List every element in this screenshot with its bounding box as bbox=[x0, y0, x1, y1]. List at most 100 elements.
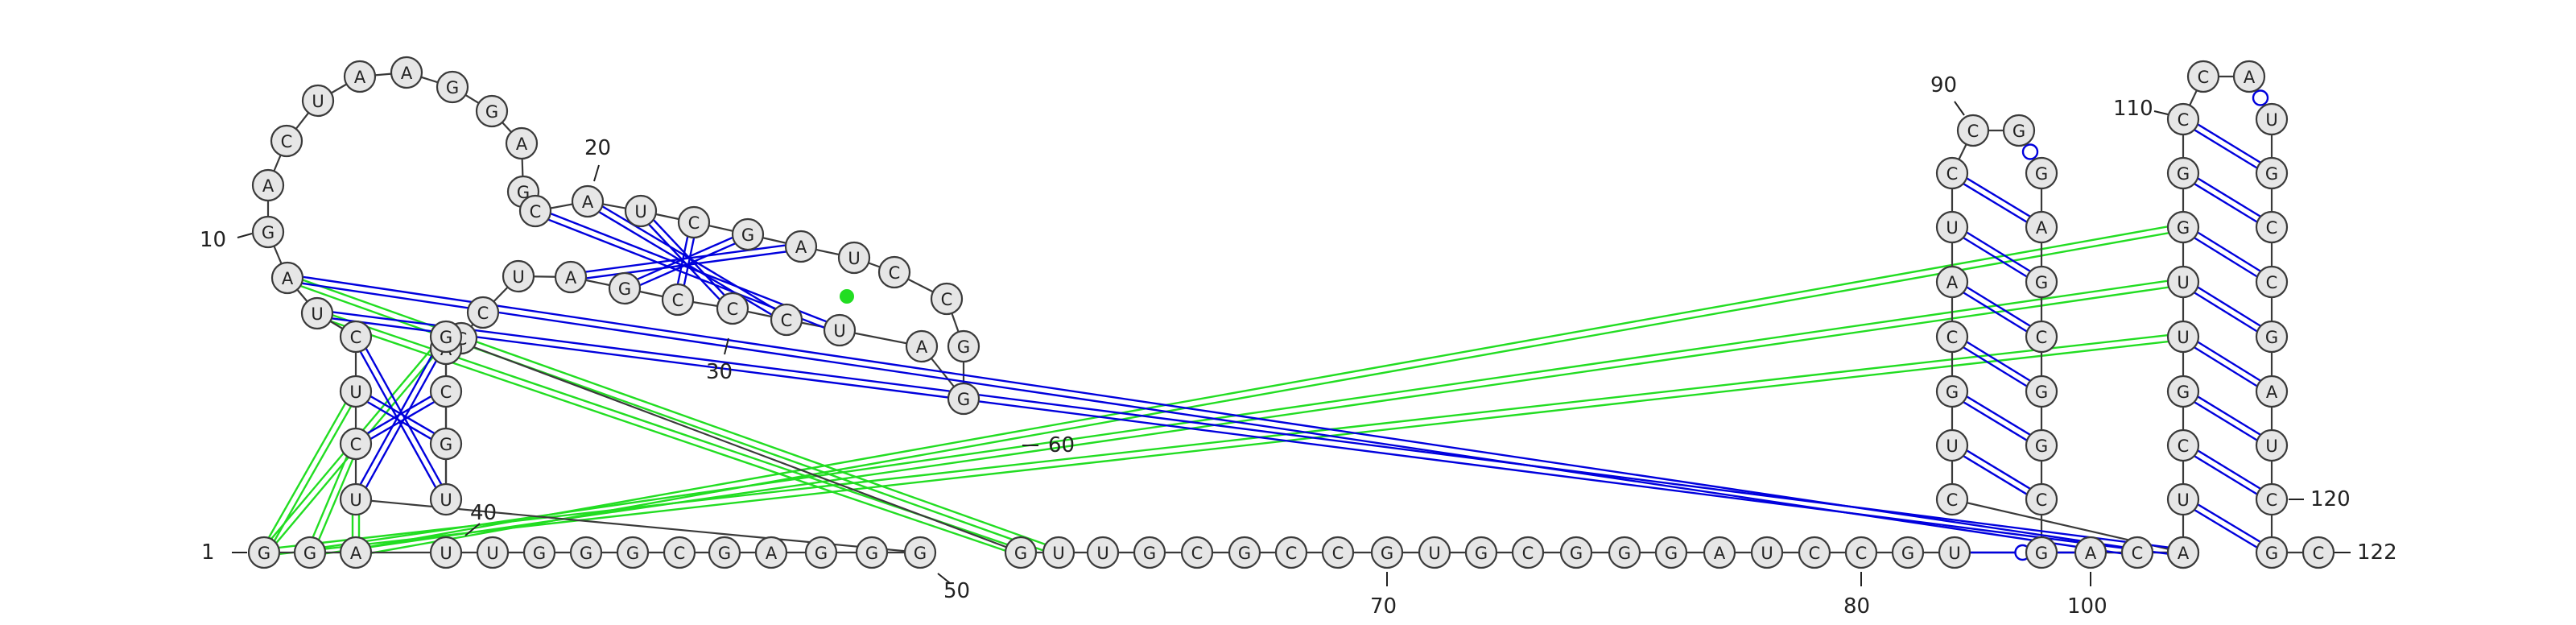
svg-text:G: G bbox=[914, 544, 927, 563]
base-pair bbox=[2181, 121, 2271, 177]
svg-text:C: C bbox=[1946, 164, 1959, 184]
nucleotide-101: G bbox=[2166, 375, 2200, 408]
nucleotide-31: C bbox=[518, 194, 552, 228]
svg-text:U: U bbox=[1946, 218, 1958, 238]
svg-text:U: U bbox=[1946, 437, 1958, 456]
nucleotide-47: G bbox=[608, 271, 642, 305]
nucleotide-100: C bbox=[2166, 428, 2200, 462]
nucleotide-41: G bbox=[947, 382, 980, 416]
nucleotide-77: U bbox=[1938, 536, 1971, 569]
pseudoknot-pair bbox=[355, 222, 2183, 551]
svg-text:G: G bbox=[303, 544, 316, 563]
noncanonical-pair-marker bbox=[840, 289, 854, 304]
svg-text:A: A bbox=[766, 544, 778, 563]
nucleotide-22: A bbox=[251, 168, 285, 202]
nucleotide-62: G bbox=[1228, 536, 1261, 569]
svg-text:G: G bbox=[741, 226, 754, 245]
numbering-label-120: 120 bbox=[2310, 487, 2351, 511]
base-pair bbox=[287, 279, 2137, 557]
nucleotide-26: A bbox=[390, 56, 423, 89]
nucleotide-90: G bbox=[2025, 156, 2058, 190]
nucleotide-117: G bbox=[2255, 536, 2289, 569]
numbering-label-60: 60 bbox=[1048, 433, 1075, 457]
svg-text:A: A bbox=[2085, 544, 2097, 563]
svg-text:G: G bbox=[580, 544, 592, 563]
nucleotide-53: U bbox=[429, 482, 463, 516]
nucleotide-71: G bbox=[1654, 536, 1688, 569]
numbering-label-30: 30 bbox=[706, 360, 733, 384]
svg-text:C: C bbox=[440, 383, 452, 402]
svg-text:C: C bbox=[889, 263, 901, 283]
svg-text:G: G bbox=[2035, 164, 2048, 184]
svg-text:C: C bbox=[1332, 544, 1344, 563]
numbering-label-40: 40 bbox=[470, 501, 497, 525]
pseudoknot-pair bbox=[356, 229, 2184, 557]
base-pair bbox=[1950, 447, 2041, 503]
svg-text:C: C bbox=[477, 304, 489, 323]
svg-text:A: A bbox=[262, 176, 275, 196]
wobble-marker bbox=[2252, 89, 2269, 106]
svg-text:G: G bbox=[533, 544, 546, 563]
nucleotide-18: C bbox=[339, 320, 373, 354]
nucleotide-86: U bbox=[1935, 210, 1969, 244]
nucleotide-54: G bbox=[429, 427, 463, 461]
nucleotide-58: U bbox=[1042, 536, 1075, 569]
svg-text:C: C bbox=[688, 213, 700, 233]
backbone-layer bbox=[264, 71, 2318, 554]
base-pair bbox=[316, 315, 2183, 557]
nucleotide-43: U bbox=[823, 313, 857, 347]
svg-text:A: A bbox=[354, 68, 366, 87]
base-pair bbox=[1953, 278, 2044, 335]
nucleotide-89: G bbox=[2002, 114, 2036, 147]
svg-text:C: C bbox=[674, 544, 686, 563]
svg-text:G: G bbox=[718, 544, 731, 563]
nucleotide-27: G bbox=[436, 70, 469, 104]
nucleotide-93: C bbox=[2025, 320, 2058, 354]
numbering-label-50: 50 bbox=[943, 579, 970, 603]
nucleotide-24: U bbox=[301, 84, 335, 118]
svg-text:U: U bbox=[1761, 544, 1773, 563]
nucleotide-14: G bbox=[903, 536, 937, 569]
svg-text:C: C bbox=[350, 328, 362, 347]
svg-text:G: G bbox=[1665, 544, 1678, 563]
svg-text:U: U bbox=[1052, 544, 1064, 563]
base-pair bbox=[2181, 393, 2271, 449]
nucleotide-34: C bbox=[677, 205, 711, 239]
svg-text:G: G bbox=[1475, 544, 1488, 563]
svg-text:G: G bbox=[2035, 544, 2048, 563]
base-pair bbox=[1953, 223, 2044, 280]
svg-text:U: U bbox=[2177, 273, 2189, 292]
numbering-label-20: 20 bbox=[584, 136, 611, 160]
nucleotide-64: C bbox=[1321, 536, 1355, 569]
nucleotide-38: C bbox=[877, 255, 911, 289]
nucleotide-78: A bbox=[2074, 536, 2107, 569]
nucleotide-1: G bbox=[247, 536, 281, 569]
base-pair bbox=[1953, 169, 2044, 226]
base-pair bbox=[1950, 229, 2041, 286]
svg-text:U: U bbox=[512, 267, 524, 287]
svg-text:C: C bbox=[2266, 218, 2278, 238]
svg-text:A: A bbox=[282, 269, 294, 288]
base-pair bbox=[2184, 441, 2274, 498]
svg-text:G: G bbox=[446, 78, 459, 97]
svg-text:G: G bbox=[2035, 273, 2048, 292]
svg-text:G: G bbox=[1618, 544, 1631, 563]
svg-text:G: G bbox=[2035, 383, 2048, 402]
numbering-tick bbox=[2153, 110, 2169, 115]
nucleotide-16: C bbox=[339, 427, 373, 461]
nucleotide-92: G bbox=[2025, 265, 2058, 299]
nucleotide-107: C bbox=[2186, 60, 2220, 93]
nucleotide-110: G bbox=[2255, 156, 2289, 190]
nucleotide-65: G bbox=[1370, 536, 1404, 569]
svg-text:U: U bbox=[1948, 544, 1960, 563]
svg-text:C: C bbox=[1946, 328, 1959, 347]
nucleotide-85: A bbox=[1935, 265, 1969, 299]
numbering-label-1: 1 bbox=[201, 540, 215, 565]
svg-text:C: C bbox=[1522, 544, 1534, 563]
nucleotide-61: C bbox=[1180, 536, 1214, 569]
svg-text:A: A bbox=[2178, 544, 2190, 563]
numbering-tick bbox=[593, 164, 600, 182]
nucleotide-36: A bbox=[784, 230, 818, 263]
